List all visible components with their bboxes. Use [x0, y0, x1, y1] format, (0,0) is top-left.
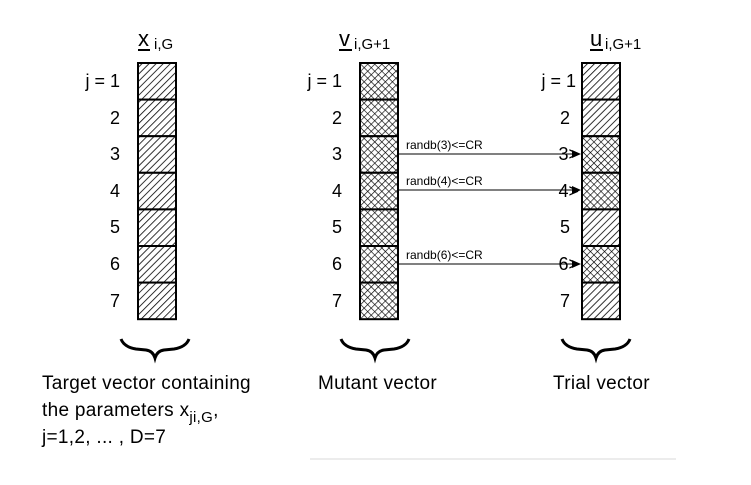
trial-index-4: 4> [558, 181, 579, 201]
crossover-arrow-row-4: randb(4)<=CR [398, 174, 581, 194]
target-index-7: 7 [110, 291, 120, 311]
target-index-6: 6 [110, 254, 120, 274]
trial-index-2: 2 [560, 108, 570, 128]
trial-vector-symbol: u [590, 26, 602, 51]
target-vector-cell-3 [137, 135, 177, 174]
crossover-condition-3: randb(3)<=CR [406, 138, 483, 152]
trial-vector-brace-icon [560, 338, 632, 364]
mutant-vector-symbol: v [339, 26, 350, 51]
target-vector-cell-5 [137, 208, 177, 247]
mutant-index-2: 2 [332, 108, 342, 128]
target-index-5: 5 [110, 217, 120, 237]
trial-vector-cells [581, 62, 621, 321]
mutant-vector-brace-icon [339, 338, 411, 364]
target-vector-caption-line2: the parameters xji,G, [42, 400, 219, 426]
target-index-1: j = 1 [84, 71, 120, 91]
trial-vector-cell-3 [581, 135, 621, 174]
parameter-subscript: ji,G [188, 409, 213, 426]
target-vector-brace-icon [119, 338, 191, 364]
trial-vector-cell-6 [581, 245, 621, 284]
target-index-3: 3 [110, 144, 120, 164]
trial-vector-cell-4 [581, 171, 621, 211]
mutant-vector: v i,G+1 j = 1 2 3 4 5 6 7 Mutant vector [306, 26, 437, 394]
trial-vector-cell-1 [581, 62, 621, 101]
crossover-arrows: randb(3)<=CR randb(4)<=CR randb(6)<=CR [398, 138, 581, 268]
target-vector-cell-6 [137, 245, 177, 284]
parameter-symbol: x [180, 400, 190, 421]
target-vector-cells [137, 62, 177, 321]
target-vector-symbol: x [138, 26, 149, 51]
target-index-2: 2 [110, 108, 120, 128]
target-vector-cell-1 [137, 62, 177, 101]
mutant-index-6: 6 [332, 254, 342, 274]
mutant-vector-cell-3 [359, 135, 399, 174]
mutant-index-5: 5 [332, 217, 342, 237]
mutant-vector-cell-4 [359, 171, 399, 211]
target-vector-cell-2 [137, 98, 177, 138]
trial-vector-subscript: i,G+1 [605, 36, 641, 53]
target-vector-cell-7 [137, 281, 177, 321]
trial-vector-cell-2 [581, 98, 621, 138]
mutant-vector-cell-1 [359, 62, 399, 101]
crossover-condition-6: randb(6)<=CR [406, 248, 483, 262]
trial-index-5: 5 [560, 217, 570, 237]
mutant-vector-cell-2 [359, 98, 399, 138]
trial-vector-indices: j = 1 2 3> 4> 5 6> 7 [540, 71, 579, 311]
crossover-arrow-row-3: randb(3)<=CR [398, 138, 581, 158]
target-vector-cell-4 [137, 171, 177, 211]
mutant-vector-cell-6 [359, 245, 399, 284]
trial-index-7: 7 [560, 291, 570, 311]
target-index-4: 4 [110, 181, 120, 201]
target-vector-subscript: i,G [154, 36, 173, 53]
crossover-arrow-row-6: randb(6)<=CR [398, 248, 581, 268]
trial-vector: u i,G+1 j = 1 2 3> 4> 5 6> 7 Trial vecto… [540, 26, 650, 394]
mutant-index-1: j = 1 [306, 71, 342, 91]
trial-vector-caption: Trial vector [553, 373, 650, 394]
trial-vector-cell-5 [581, 208, 621, 247]
target-vector-indices: j = 1 2 3 4 5 6 7 [84, 71, 120, 311]
trial-index-1: j = 1 [540, 71, 576, 91]
mutant-index-4: 4 [332, 181, 342, 201]
target-vector-caption-line1: Target vector containing [42, 373, 251, 394]
crossover-condition-4: randb(4)<=CR [406, 174, 483, 188]
trial-vector-cell-7 [581, 281, 621, 321]
parameter-suffix: , [213, 400, 219, 421]
mutant-vector-subscript: i,G+1 [354, 36, 390, 53]
mutant-index-7: 7 [332, 291, 342, 311]
target-vector-caption-line3: j=1,2, ... , D=7 [41, 427, 166, 448]
target-vector-caption-line2-text: the parameters [42, 400, 180, 421]
mutant-vector-cell-7 [359, 281, 399, 321]
mutant-vector-indices: j = 1 2 3 4 5 6 7 [306, 71, 342, 311]
target-vector: x i,G j = 1 2 3 4 5 6 7 Target vector co… [41, 26, 251, 448]
mutant-vector-cell-5 [359, 208, 399, 247]
mutant-vector-caption: Mutant vector [318, 373, 437, 394]
mutant-index-3: 3 [332, 144, 342, 164]
mutant-vector-cells [359, 62, 399, 321]
